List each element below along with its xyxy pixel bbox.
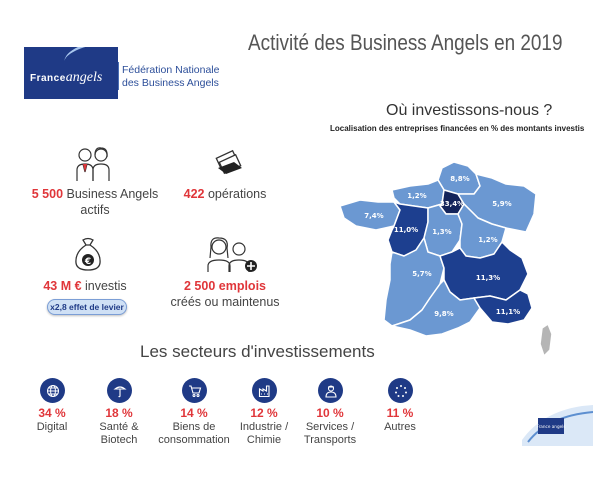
sector-digital-label: Digital xyxy=(36,421,68,433)
sector-digital-pct: 34 % xyxy=(38,406,66,420)
sectors-title: Les secteurs d'investissements xyxy=(140,342,375,361)
stat-operations-label: opérations xyxy=(204,187,267,201)
stat-business-angels: 5 500 Business Angels actifs xyxy=(20,186,170,218)
map-subtitle: Localisation des entreprises financées e… xyxy=(330,124,585,133)
label-nouvelle-aquitaine: 5,7% xyxy=(412,270,431,278)
label-normandie: 1,2% xyxy=(407,192,426,200)
region-occitanie xyxy=(391,279,481,337)
sector-services-label: Services / Transports xyxy=(303,421,357,446)
logo-wordmark: Franceangels xyxy=(30,69,102,86)
corner-wave-decoration: France angels xyxy=(522,405,593,446)
stat-angels-label-2: actifs xyxy=(80,203,110,217)
region-corse xyxy=(539,323,553,357)
sector-other-label: Autres xyxy=(384,421,416,433)
label-auvergne: 11,3% xyxy=(476,274,500,282)
sector-industry-label: Industrie / Chimie xyxy=(239,421,289,446)
label-paca: 11,1% xyxy=(496,308,520,316)
stat-investment: 43 M € investis xyxy=(20,278,150,294)
svg-text:€: € xyxy=(84,257,91,267)
france-regions-map: 8,8% 1,2% 33,4% 5,9% 7,4% 11,0% 1,3% 1,2… xyxy=(339,161,553,357)
business-people-icon xyxy=(76,147,110,181)
label-centre: 1,3% xyxy=(432,228,451,236)
money-stack-icon xyxy=(215,149,242,175)
sector-consumer-pct: 14 % xyxy=(180,406,208,420)
globe-icon xyxy=(40,378,65,403)
cart-icon xyxy=(182,378,207,403)
label-bourgogne: 1,2% xyxy=(478,236,497,244)
sector-industry-pct: 12 % xyxy=(250,406,278,420)
stat-jobs-number: 2 500 emplois xyxy=(184,279,266,293)
label-occitanie: 9,8% xyxy=(434,310,453,318)
sector-consumer-label: Biens de consommation xyxy=(158,421,230,446)
logo-separator xyxy=(118,62,119,90)
sector-services-pct: 10 % xyxy=(316,406,344,420)
euro-bag-icon: € xyxy=(75,237,101,271)
health-icon xyxy=(107,378,132,403)
map-title: Où investissons-nous ? xyxy=(386,102,553,119)
sector-other-pct: 11 % xyxy=(386,406,414,420)
logo-word-france: France xyxy=(30,73,66,84)
stat-angels-number: 5 500 xyxy=(31,187,64,201)
logo-word-angels: angels xyxy=(65,70,103,85)
service-icon xyxy=(318,378,343,403)
page-title: Activité des Business Angels en 2019 xyxy=(248,30,563,55)
factory-icon xyxy=(252,378,277,403)
label-bretagne: 7,4% xyxy=(364,212,383,220)
stat-invest-label: investis xyxy=(81,279,127,293)
new-jobs-icon xyxy=(207,237,257,272)
label-ile-de-france: 33,4% xyxy=(440,200,464,208)
label-grand-est: 5,9% xyxy=(492,200,511,208)
leverage-badge: x2,8 effet de levier xyxy=(47,299,127,315)
france-angels-logo: Franceangels xyxy=(24,47,118,99)
corner-logo-text: France angels xyxy=(536,424,565,429)
region-paca xyxy=(473,289,533,325)
stat-operations-number: 422 xyxy=(183,187,205,201)
stat-jobs-label: créés ou maintenus xyxy=(170,295,280,309)
federation-name: Fédération Nationale des Business Angels xyxy=(122,64,220,89)
label-hauts-de-france: 8,8% xyxy=(450,175,469,183)
sector-health-label: Santé & Biotech xyxy=(99,421,139,446)
stat-operations: 422 opérations xyxy=(170,186,280,202)
dots-icon xyxy=(388,378,413,403)
stat-jobs: 2 500 emplois créés ou maintenus xyxy=(160,278,290,310)
label-pays-de-la-loire: 11,0% xyxy=(394,226,418,234)
stat-angels-label: Business Angels xyxy=(63,187,159,201)
sector-health-pct: 18 % xyxy=(105,406,133,420)
stat-invest-number: 43 M € xyxy=(43,279,82,293)
